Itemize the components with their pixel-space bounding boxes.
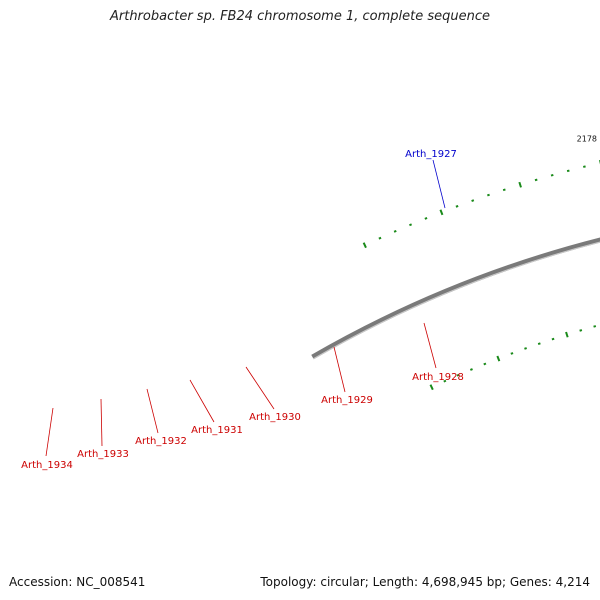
outer-major-tick: [362, 242, 367, 249]
inner-minor-tick: [456, 373, 460, 377]
inner-minor-tick: [551, 337, 555, 341]
leader-arth-1928: [423, 322, 437, 369]
leader-arth-1931: [189, 379, 215, 423]
outer-minor-tick: [424, 217, 428, 220]
gene-leader-lines: [45, 159, 446, 457]
inner-major-tick: [429, 384, 434, 391]
gene-label-arth-1927: Arth_1927: [405, 149, 457, 160]
outer-minor-tick: [566, 169, 570, 173]
genome-summary-text: Topology: circular; Length: 4,698,945 bp…: [260, 575, 590, 589]
inner-minor-tick: [483, 362, 487, 366]
gene-label-arth-1929: Arth_1929: [321, 395, 373, 406]
outer-minor-tick: [393, 229, 397, 233]
map-title: Arthrobacter sp. FB24 chromosome 1, comp…: [109, 9, 491, 24]
backbone-line: [311, 237, 600, 360]
outer-scale-ring: [362, 160, 600, 249]
inner-minor-tick: [593, 325, 597, 328]
gene-label-arth-1934: Arth_1934: [21, 460, 73, 471]
gene-label-arth-1933: Arth_1933: [77, 449, 129, 460]
gene-labels: Arth_1927 Arth_1928 Arth_1929 Arth_1930 Arth…: [21, 149, 464, 471]
kbp-tick-labels: 2169 kbp2170 kbp2171 kbp2172 kbp2173 kbp…: [577, 134, 600, 143]
outer-minor-tick: [487, 193, 490, 197]
leader-arth-1930: [245, 366, 275, 410]
inner-minor-tick: [524, 347, 528, 350]
outer-minor-tick: [455, 204, 459, 208]
leader-arth-1934: [45, 407, 54, 457]
leader-arth-1929: [333, 346, 346, 393]
outer-major-tick: [518, 181, 522, 188]
inner-major-tick: [496, 355, 501, 362]
gene-label-arth-1928: Arth_1928: [412, 372, 464, 383]
inner-scale-ring: [429, 325, 597, 391]
gene-label-arth-1931: Arth_1931: [191, 425, 243, 436]
outer-minor-tick: [550, 173, 554, 177]
inner-minor-tick: [579, 329, 583, 332]
outer-major-tick: [439, 209, 444, 216]
inner-minor-tick: [510, 352, 514, 355]
inner-major-tick: [565, 331, 569, 338]
outer-minor-tick: [409, 223, 413, 227]
gene-label-arth-1930: Arth_1930: [249, 412, 301, 423]
leader-arth-1927: [432, 159, 446, 209]
backbone-highlight: [313, 241, 600, 360]
inner-minor-tick: [537, 342, 541, 345]
kbp-tick-label: 2178 kbp: [577, 134, 600, 143]
leader-arth-1933: [100, 398, 103, 447]
backbone: [311, 237, 600, 360]
inner-minor-tick: [443, 379, 447, 383]
gene-label-arth-1932: Arth_1932: [135, 436, 187, 447]
outer-minor-tick: [502, 188, 506, 192]
outer-minor-tick: [378, 236, 382, 240]
inner-minor-tick: [469, 368, 473, 371]
outer-minor-tick: [471, 199, 475, 202]
outer-minor-tick: [534, 178, 538, 182]
accession-text: Accession: NC_008541: [9, 575, 146, 589]
leader-arth-1932: [146, 388, 159, 434]
